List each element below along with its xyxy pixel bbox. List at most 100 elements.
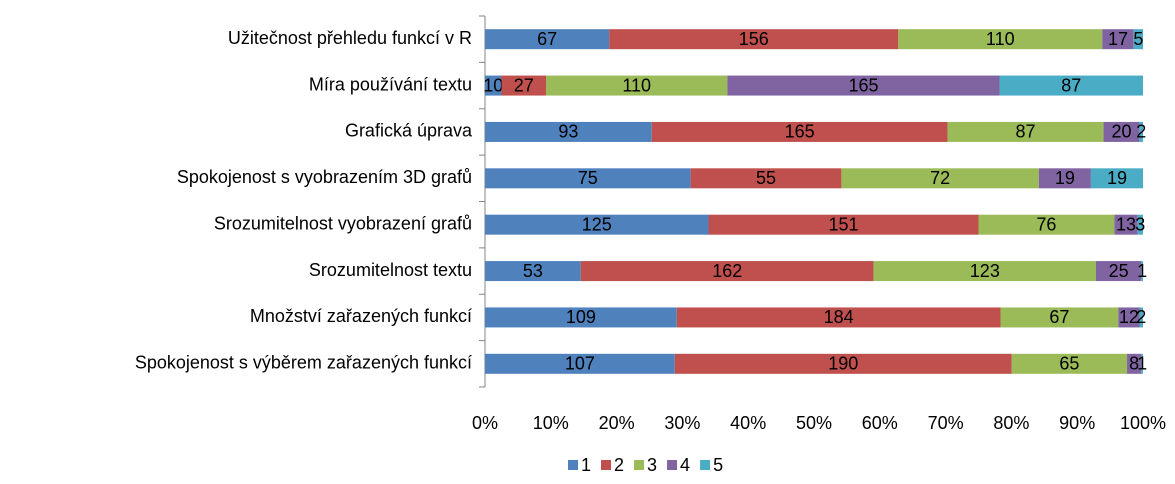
- x-tick-label: 60%: [862, 413, 898, 433]
- bar-segment: [485, 75, 502, 96]
- bar-segment: [1141, 353, 1143, 374]
- bar-segment: [609, 29, 899, 50]
- legend-swatch: [634, 460, 645, 470]
- data-label: 19: [1055, 168, 1075, 188]
- bar-segment: [485, 121, 652, 142]
- bar-segment: [1137, 214, 1143, 235]
- data-label: 110: [986, 29, 1015, 49]
- data-label: 67: [537, 29, 557, 49]
- data-label: 107: [565, 354, 595, 374]
- bar-segment: [651, 121, 948, 142]
- x-tick-label: 100%: [1120, 413, 1166, 433]
- bar-segment: [485, 29, 610, 50]
- legend-swatch: [568, 460, 578, 470]
- bar-segment: [485, 353, 675, 374]
- data-label: 87: [1016, 122, 1036, 142]
- bar-segment: [1103, 121, 1140, 142]
- bar-segment: [708, 214, 979, 235]
- data-label: 165: [785, 122, 815, 142]
- bar-segment: [978, 214, 1115, 235]
- bar-segment: [727, 75, 1000, 96]
- x-tick-label: 70%: [928, 413, 964, 433]
- data-label: 13: [1116, 214, 1136, 234]
- bar-segment: [1133, 29, 1143, 50]
- data-label: 67: [1049, 307, 1069, 327]
- data-label: 3: [1135, 214, 1145, 234]
- x-tick-label: 0%: [472, 413, 498, 433]
- data-label: 184: [824, 307, 854, 327]
- bar-segment: [1118, 307, 1140, 328]
- bar-segment: [1102, 29, 1134, 50]
- x-tick-label: 80%: [993, 413, 1029, 433]
- y-tick-label: Množství zařazených funkcí: [250, 306, 472, 326]
- data-label: 87: [1061, 75, 1081, 95]
- data-label: 25: [1109, 261, 1129, 281]
- bar-segment: [1038, 168, 1091, 189]
- legend-swatch: [601, 460, 612, 470]
- y-tick-label: Spokojenost s výběrem zařazených funkcí: [135, 353, 472, 373]
- data-label: 19: [1107, 168, 1127, 188]
- x-tick-label: 90%: [1059, 413, 1095, 433]
- data-label: 190: [828, 354, 858, 374]
- data-label: 2: [1136, 307, 1146, 327]
- data-label: 8: [1129, 354, 1139, 374]
- legend-label: 3: [647, 455, 657, 475]
- bar-segment: [1000, 307, 1119, 328]
- bar-segment: [485, 168, 691, 189]
- bar-segment: [485, 214, 709, 235]
- data-label: 162: [712, 261, 742, 281]
- data-label: 109: [566, 307, 596, 327]
- data-label: 53: [523, 261, 543, 281]
- legend-label: 2: [614, 455, 624, 475]
- data-label: 76: [1036, 214, 1056, 234]
- x-tick-label: 40%: [730, 413, 766, 433]
- bar-segment: [485, 307, 677, 328]
- bar-segment: [676, 307, 1001, 328]
- bar-segment: [1090, 168, 1143, 189]
- data-label: 55: [756, 168, 776, 188]
- legend-label: 1: [581, 455, 591, 475]
- bar-segment: [1139, 307, 1143, 328]
- data-label: 12: [1119, 307, 1139, 327]
- bar-segment: [841, 168, 1039, 189]
- bar-segment: [485, 261, 581, 282]
- bar-segment: [1096, 261, 1142, 282]
- bar-segment: [546, 75, 728, 96]
- y-tick-label: Užitečnost přehledu funkcí v R: [228, 28, 472, 48]
- legend-label: 4: [680, 455, 690, 475]
- data-label: 72: [930, 168, 950, 188]
- x-tick-label: 50%: [796, 413, 832, 433]
- data-label: 2: [1136, 122, 1146, 142]
- bar-segment: [1011, 353, 1128, 374]
- bar-segment: [674, 353, 1012, 374]
- bar-segment: [690, 168, 842, 189]
- bar-segment: [1141, 261, 1143, 282]
- legend-swatch: [700, 460, 711, 470]
- data-label: 65: [1059, 354, 1079, 374]
- y-tick-label: Srozumitelnost vyobrazení grafů: [214, 213, 472, 233]
- legend-swatch: [667, 460, 678, 470]
- data-label: 75: [578, 168, 598, 188]
- data-label: 110: [622, 75, 651, 95]
- data-label: 17: [1108, 29, 1128, 49]
- y-tick-label: Srozumitelnost textu: [309, 260, 472, 280]
- y-tick-label: Grafická úprava: [345, 121, 473, 141]
- bar-segment: [873, 261, 1096, 282]
- data-label: 125: [582, 214, 612, 234]
- bar-segment: [999, 75, 1143, 96]
- bar-segment: [580, 261, 874, 282]
- data-label: 27: [514, 75, 534, 95]
- data-label: 5: [1133, 29, 1143, 49]
- bar-segment: [501, 75, 547, 96]
- bar-segment: [947, 121, 1104, 142]
- x-tick-label: 10%: [533, 413, 569, 433]
- data-label: 165: [848, 75, 878, 95]
- legend-label: 5: [713, 455, 723, 475]
- y-tick-label: Spokojenost s vyobrazením 3D grafů: [177, 167, 472, 187]
- x-tick-label: 30%: [664, 413, 700, 433]
- data-label: 123: [970, 261, 1000, 281]
- data-label: 156: [739, 29, 769, 49]
- bar-segment: [1114, 214, 1138, 235]
- bar-segment: [1139, 121, 1143, 142]
